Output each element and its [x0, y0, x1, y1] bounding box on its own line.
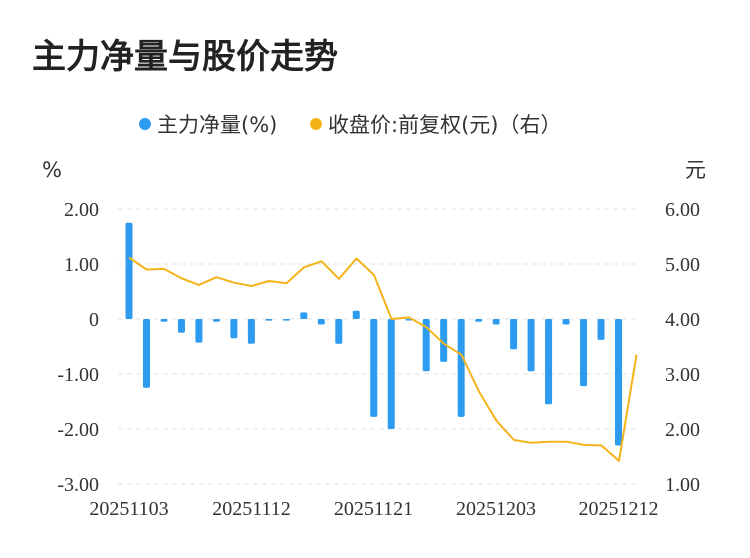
- line-series: [128, 256, 638, 462]
- bar: [230, 319, 238, 339]
- legend-marker-net-volume: [139, 118, 151, 130]
- x-tick-label: 20251121: [334, 498, 413, 520]
- bar: [475, 319, 483, 322]
- left-tick-label: -2.00: [57, 419, 99, 441]
- right-tick-label: 3.00: [665, 364, 700, 386]
- bar: [370, 319, 378, 417]
- close-price-line: [128, 256, 638, 462]
- bar: [265, 319, 273, 321]
- bar: [615, 319, 622, 446]
- right-axis-unit: 元: [685, 158, 706, 182]
- gridlines: [118, 208, 640, 485]
- x-tick-label: 20251203: [456, 498, 536, 520]
- bar: [387, 319, 395, 429]
- bar: [492, 319, 500, 325]
- bar: [177, 319, 185, 333]
- legend-label-net-volume: 主力净量(%): [157, 113, 277, 137]
- right-axis-ticks: 6.00 5.00 4.00 3.00 2.00 1.00: [665, 199, 700, 496]
- bar: [440, 319, 448, 362]
- bar: [300, 312, 308, 319]
- left-tick-label: 2.00: [64, 199, 99, 221]
- legend-label-close-price: 收盘价:前复权(元)（右）: [328, 113, 561, 137]
- bar: [457, 319, 465, 417]
- left-axis-unit: %: [42, 158, 62, 182]
- chart-title: 主力净量与股价走势: [32, 37, 338, 77]
- x-axis-ticks: 20251103 20251112 20251121 20251203 20251212: [89, 498, 658, 520]
- bar: [247, 319, 255, 344]
- legend-marker-close-price: [310, 118, 322, 130]
- left-tick-label: -3.00: [57, 474, 99, 496]
- bar: [125, 222, 133, 319]
- bar: [510, 319, 518, 350]
- bar: [580, 319, 588, 387]
- bar: [562, 319, 570, 325]
- bar: [282, 319, 290, 321]
- right-tick-label: 2.00: [665, 419, 700, 441]
- right-tick-label: 6.00: [665, 199, 700, 221]
- bar: [422, 319, 430, 372]
- left-tick-label: -1.00: [57, 364, 99, 386]
- right-tick-label: 4.00: [665, 309, 700, 331]
- x-tick-label: 20251212: [579, 498, 659, 520]
- bar: [212, 319, 220, 322]
- bar: [160, 319, 168, 322]
- x-tick-label: 20251112: [212, 498, 291, 520]
- x-tick-label: 20251103: [89, 498, 168, 520]
- left-tick-label: 1.00: [64, 254, 99, 276]
- bar: [352, 310, 360, 319]
- right-tick-label: 5.00: [665, 254, 700, 276]
- bar: [527, 319, 535, 372]
- bar: [195, 319, 203, 343]
- bar: [142, 319, 150, 388]
- right-tick-label: 1.00: [665, 474, 700, 496]
- bar-series: [125, 222, 622, 446]
- legend: 主力净量(%) 收盘价:前复权(元)（右）: [139, 113, 561, 137]
- bar: [317, 319, 325, 325]
- left-tick-label: 0: [89, 309, 99, 331]
- bar: [597, 319, 605, 340]
- left-axis-ticks: 2.00 1.00 0 -1.00 -2.00 -3.00: [57, 199, 99, 496]
- bar: [545, 319, 553, 405]
- bar: [335, 319, 343, 344]
